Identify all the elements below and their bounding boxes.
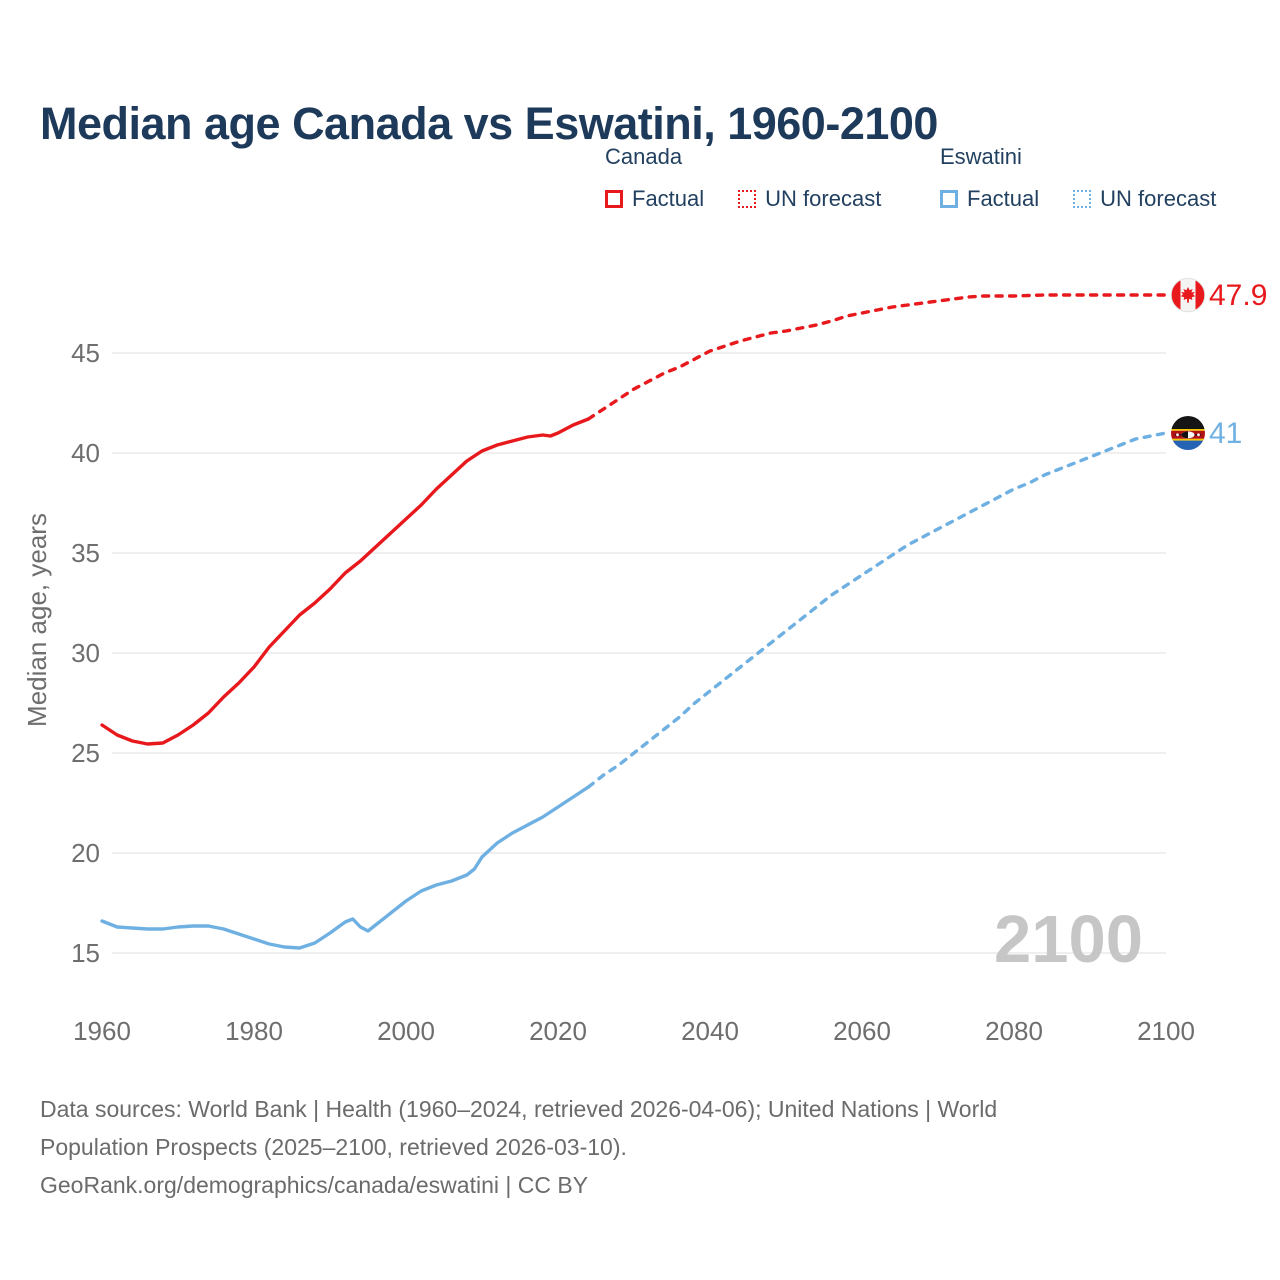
eswatini-flag-icon [1171, 416, 1205, 450]
legend-item-label: UN forecast [1100, 186, 1217, 211]
x-tick-label-2080: 2080 [985, 1016, 1043, 1046]
footer-datasources-line1: Data sources: World Bank | Health (1960–… [40, 1096, 998, 1122]
legend-item-label: Factual [967, 186, 1040, 211]
x-tick-label-1980: 1980 [225, 1016, 283, 1046]
x-tick-label-1960: 1960 [73, 1016, 131, 1046]
y-tick-label-45: 45 [71, 338, 100, 368]
series-line-canada-factual [100, 417, 591, 746]
y-tick-label-20: 20 [71, 838, 100, 868]
canada-flag-icon [1171, 278, 1205, 312]
legend-item-eswatini-factual[interactable]: Factual [940, 186, 1039, 212]
x-tick-label-2020: 2020 [529, 1016, 587, 1046]
canada-factual-swatch-icon [605, 190, 623, 208]
legend-group-canada-title: Canada [605, 144, 683, 169]
canada-end-value-label: 47.9 [1209, 279, 1267, 312]
watermark-year: 2100 [994, 902, 1143, 977]
footer: Data sources: World Bank | Health (1960–… [40, 1090, 997, 1204]
footer-source-url: GeoRank.org/demographics/canada/eswatini… [40, 1172, 589, 1198]
x-tick-label-2000: 2000 [377, 1016, 435, 1046]
y-tick-label-30: 30 [71, 638, 100, 668]
y-tick-label-40: 40 [71, 438, 100, 468]
eswatini-factual-swatch-icon [940, 190, 958, 208]
x-tick-label-2040: 2040 [681, 1016, 739, 1046]
series-line-canada-un-forecast [586, 293, 1168, 421]
footer-datasources-line2: Population Prospects (2025–2100, retriev… [40, 1134, 627, 1160]
page-title: Median age Canada vs Eswatini, 1960-2100 [40, 98, 938, 150]
legend-group-eswatini: Eswatini Factual UN forecast [940, 144, 1216, 212]
legend-group-canada: Canada Factual UN forecast [605, 144, 881, 212]
series-line-eswatini-factual [100, 785, 591, 950]
series-line-eswatini-un-forecast [586, 431, 1168, 789]
legend-item-canada-factual[interactable]: Factual [605, 186, 704, 212]
legend-item-canada-forecast[interactable]: UN forecast [738, 186, 881, 212]
legend-group-eswatini-title: Eswatini [940, 144, 1022, 169]
eswatini-end-value-label: 41 [1209, 417, 1242, 450]
y-tick-label-25: 25 [71, 738, 100, 768]
y-tick-label-35: 35 [71, 538, 100, 568]
legend-item-eswatini-forecast[interactable]: UN forecast [1073, 186, 1216, 212]
legend-item-label: UN forecast [765, 186, 882, 211]
y-axis-label: Median age, years [22, 513, 52, 727]
canada-forecast-swatch-icon [738, 190, 757, 208]
legend-item-label: Factual [632, 186, 705, 211]
x-tick-label-2060: 2060 [833, 1016, 891, 1046]
y-tick-label-15: 15 [71, 938, 100, 968]
x-tick-label-2100: 2100 [1137, 1016, 1195, 1046]
canada-flag-border [1170, 277, 1206, 313]
eswatini-forecast-swatch-icon [1073, 190, 1092, 208]
